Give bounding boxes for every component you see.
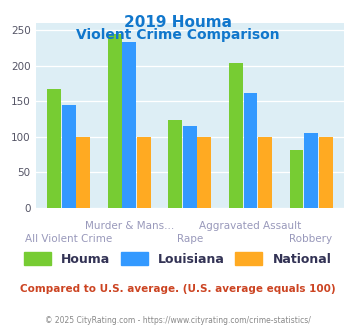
Bar <box>197 137 212 208</box>
Text: Rape: Rape <box>177 234 203 244</box>
Bar <box>62 105 76 208</box>
Text: Violent Crime Comparison: Violent Crime Comparison <box>76 28 279 42</box>
Bar <box>304 133 318 208</box>
Text: Murder & Mans...: Murder & Mans... <box>85 221 174 231</box>
Bar <box>168 120 182 208</box>
Bar <box>244 93 257 208</box>
Bar <box>319 137 333 208</box>
Bar <box>76 137 90 208</box>
Text: 2019 Houma: 2019 Houma <box>124 15 231 30</box>
Bar <box>258 137 272 208</box>
Text: Robbery: Robbery <box>289 234 333 244</box>
Bar <box>290 149 304 208</box>
Bar <box>229 63 243 208</box>
Bar <box>137 137 151 208</box>
Legend: Houma, Louisiana, National: Houma, Louisiana, National <box>19 247 336 271</box>
Bar <box>183 126 197 208</box>
Bar <box>47 89 61 208</box>
Bar <box>122 42 136 208</box>
Bar <box>108 34 122 208</box>
Text: All Violent Crime: All Violent Crime <box>25 234 113 244</box>
Text: © 2025 CityRating.com - https://www.cityrating.com/crime-statistics/: © 2025 CityRating.com - https://www.city… <box>45 315 310 325</box>
Text: Compared to U.S. average. (U.S. average equals 100): Compared to U.S. average. (U.S. average … <box>20 284 335 294</box>
Text: Aggravated Assault: Aggravated Assault <box>200 221 302 231</box>
